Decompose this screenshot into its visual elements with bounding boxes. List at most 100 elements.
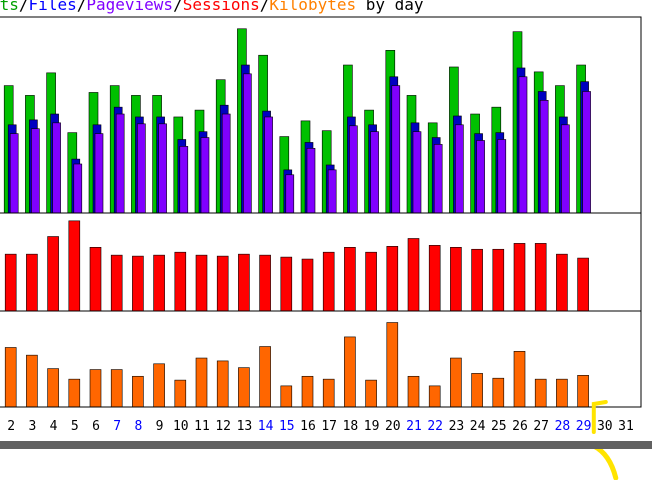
bar-sessions: [47, 236, 59, 312]
title-part: Kilobytes: [269, 0, 357, 14]
bar-kilobytes: [89, 369, 102, 408]
bar-kilobytes: [577, 375, 589, 408]
bar-sessions: [301, 258, 314, 312]
bar-sessions: [471, 248, 483, 312]
bar-pageviews: [497, 139, 507, 214]
bar-kilobytes: [492, 377, 505, 408]
bar-pageviews: [115, 113, 125, 214]
bar-kilobytes: [110, 369, 123, 408]
bar-kilobytes: [386, 322, 399, 408]
bar-pageviews: [94, 133, 104, 214]
bar-pageviews: [264, 116, 273, 214]
bar-sessions: [174, 251, 187, 312]
day-label: 3: [28, 419, 36, 434]
bar-pageviews: [391, 85, 401, 214]
bar-kilobytes: [132, 375, 144, 408]
day-label: 26: [512, 419, 528, 434]
bar-pageviews: [561, 124, 570, 214]
bar-pageviews: [285, 174, 295, 214]
title-part: /: [173, 0, 183, 14]
day-label: 23: [449, 419, 465, 434]
day-label: 12: [215, 419, 231, 434]
bar-pageviews: [9, 133, 19, 214]
bar-kilobytes: [259, 346, 271, 408]
bar-pageviews: [433, 144, 443, 214]
bar-kilobytes: [280, 385, 293, 408]
title-part: its: [0, 0, 19, 14]
bar-kilobytes: [513, 351, 526, 408]
day-label: 27: [533, 419, 549, 434]
bar-sessions: [153, 254, 165, 312]
title-part: Sessions: [182, 0, 260, 14]
bar-sessions: [428, 245, 441, 312]
highlight-mark: [591, 400, 608, 434]
bar-sessions: [280, 256, 293, 312]
day-label: 21: [406, 419, 422, 434]
title-part: /: [18, 0, 29, 14]
bar-pageviews: [476, 140, 485, 214]
bar-pageviews: [31, 128, 40, 214]
day-label: 13: [237, 419, 253, 434]
bar-kilobytes: [195, 357, 208, 408]
day-label: 25: [491, 419, 507, 434]
bar-sessions: [407, 238, 420, 312]
bar-kilobytes: [471, 373, 483, 408]
bar-sessions: [110, 254, 123, 312]
day-label: 16: [300, 419, 316, 434]
bar-sessions: [259, 254, 271, 312]
day-label: 24: [470, 419, 486, 434]
highlight-mark-tail: [591, 443, 619, 480]
bar-sessions: [216, 255, 229, 312]
bar-sessions: [534, 243, 547, 312]
bar-pageviews: [179, 146, 189, 214]
bar-pageviews: [582, 91, 591, 214]
panel-border-bottom: [0, 310, 642, 408]
day-label: 17: [321, 419, 337, 434]
day-label: 22: [427, 419, 443, 434]
bar-kilobytes: [534, 378, 547, 408]
bar-sessions: [4, 253, 17, 312]
bar-kilobytes: [301, 375, 314, 408]
title-part: Pageviews: [86, 0, 174, 14]
day-label: 4: [50, 419, 58, 434]
bar-pageviews: [349, 125, 358, 214]
bar-pageviews: [518, 76, 528, 214]
horizontal-scrollbar[interactable]: [0, 441, 652, 449]
day-label: 11: [194, 419, 210, 434]
bar-pageviews: [327, 169, 337, 214]
bar-kilobytes: [174, 379, 187, 408]
bar-sessions: [89, 247, 102, 312]
bar-pageviews: [455, 124, 464, 214]
bar-pageviews: [137, 123, 146, 214]
bar-pageviews: [243, 73, 252, 214]
bar-kilobytes: [365, 379, 377, 408]
bar-sessions: [195, 254, 208, 312]
bar-kilobytes: [450, 357, 462, 408]
bar-kilobytes: [216, 360, 229, 408]
day-label: 6: [92, 419, 100, 434]
bar-sessions: [450, 247, 462, 312]
title-part: /: [76, 0, 87, 14]
day-label: 30: [597, 419, 613, 434]
bar-pageviews: [539, 100, 549, 214]
bar-pageviews: [412, 131, 422, 214]
day-label: 8: [134, 419, 142, 434]
bar-kilobytes: [47, 368, 59, 408]
bar-kilobytes: [322, 378, 335, 408]
bar-sessions: [513, 243, 526, 312]
bar-kilobytes: [428, 385, 441, 408]
day-label: 29: [576, 419, 592, 434]
bar-pageviews: [370, 131, 379, 214]
bar-pageviews: [52, 122, 61, 214]
chart-title: its/Files/Pageviews/Sessions/Kilobytes b…: [0, 0, 424, 14]
day-label: 15: [279, 419, 295, 434]
bar-kilobytes: [153, 363, 165, 408]
bar-sessions: [492, 248, 505, 312]
bar-sessions: [556, 253, 568, 312]
title-part: by day: [356, 0, 424, 14]
day-label: 14: [258, 419, 274, 434]
bar-pageviews: [73, 163, 83, 214]
bar-kilobytes: [407, 375, 420, 408]
